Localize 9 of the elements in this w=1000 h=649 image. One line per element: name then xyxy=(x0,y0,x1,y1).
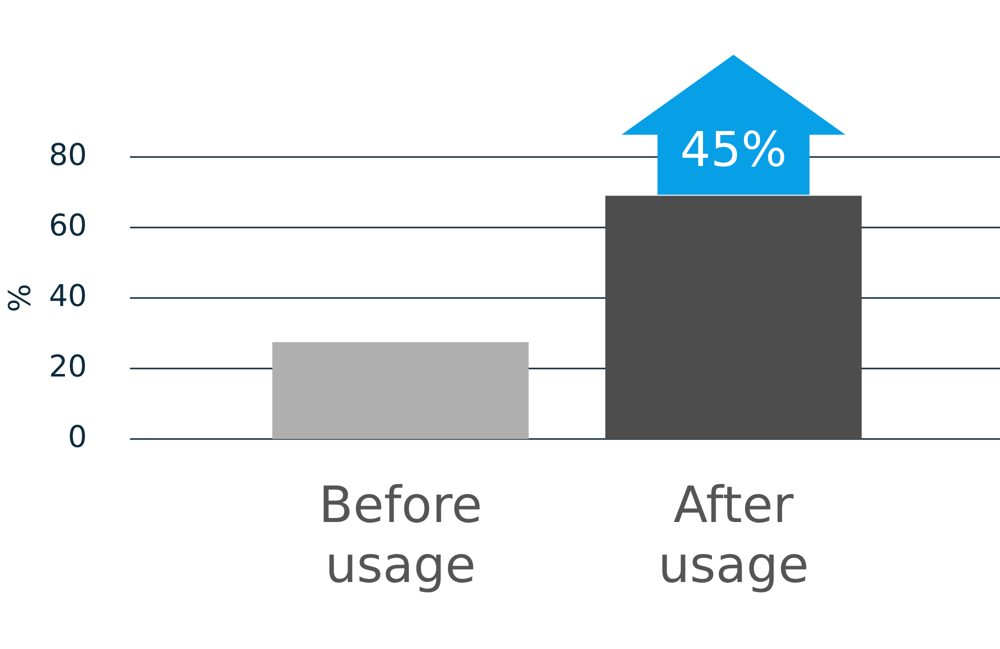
y-axis-title: % xyxy=(2,284,38,312)
y-tick-label: 60 xyxy=(48,208,87,244)
x-tick-label: Before usage xyxy=(318,476,482,594)
x-tick-label: After usage xyxy=(658,476,809,594)
annotation: 45% xyxy=(680,122,787,178)
y-tick-label: 20 xyxy=(48,349,87,384)
y-tick-label: 0 xyxy=(68,420,87,455)
y-tick-label: 40 xyxy=(48,278,87,314)
y-tick-label: 80 xyxy=(48,138,87,173)
